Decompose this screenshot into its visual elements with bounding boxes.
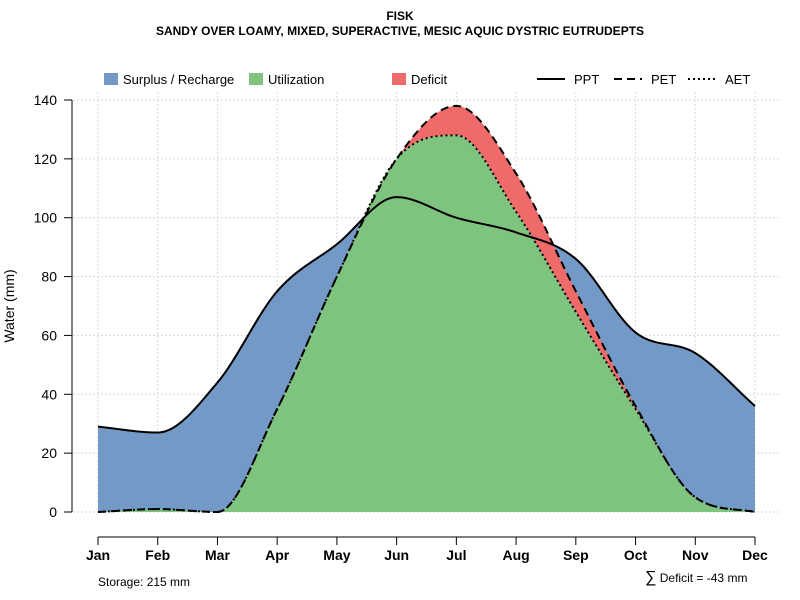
legend-swatch-utilization xyxy=(249,73,263,85)
aet-line xyxy=(97,134,756,514)
y-axis: 0 20 40 60 80 100 120 140 Water (mm) xyxy=(1,92,73,520)
chart-subtitle: SANDY OVER LOAMY, MIXED, SUPERACTIVE, ME… xyxy=(155,24,645,38)
x-tick-label-apr: Apr xyxy=(265,547,290,563)
legend-label-pet: PET xyxy=(651,72,676,87)
x-tick-label-may: May xyxy=(323,547,350,563)
chart-title: FISK xyxy=(386,9,414,23)
legend-label-deficit: Deficit xyxy=(411,72,448,87)
y-tick-label: 0 xyxy=(49,504,57,520)
deficit-sum-label: ∑ Deficit = -43 mm xyxy=(645,569,747,587)
x-axis: Jan Feb Mar Apr May Jun Jul Aug Sep Oct Nov Dec xyxy=(86,536,768,563)
x-tick-label-jan: Jan xyxy=(86,547,110,563)
storage-label: Storage: 215 mm xyxy=(98,575,191,589)
x-tick-label-jun: Jun xyxy=(384,547,409,563)
legend: Surplus / Recharge Utilization Deficit PPT P… xyxy=(104,72,750,87)
y-tick-label: 120 xyxy=(34,151,58,167)
legend-label-ppt: PPT xyxy=(574,72,599,87)
legend-label-surplus-recharge: Surplus / Recharge xyxy=(123,72,234,87)
utilization-area xyxy=(98,135,755,512)
x-tick-label-mar: Mar xyxy=(205,547,230,563)
x-tick-label-oct: Oct xyxy=(624,547,648,563)
x-tick-label-dec: Dec xyxy=(742,547,768,563)
x-tick-label-aug: Aug xyxy=(502,547,529,563)
y-tick-label: 80 xyxy=(41,269,57,285)
y-tick-label: 40 xyxy=(41,386,57,402)
deficit-value: Deficit = -43 mm xyxy=(659,571,748,585)
y-tick-label: 60 xyxy=(41,327,57,343)
x-tick-label-sep: Sep xyxy=(563,547,589,563)
legend-swatch-deficit xyxy=(392,73,406,85)
sigma-symbol: ∑ xyxy=(645,569,657,586)
y-tick-label: 20 xyxy=(41,445,57,461)
legend-label-aet: AET xyxy=(725,72,750,87)
x-tick-label-feb: Feb xyxy=(145,547,170,563)
x-tick-label-nov: Nov xyxy=(682,547,709,563)
ppt-line xyxy=(97,196,756,434)
y-tick-label: 140 xyxy=(34,92,58,108)
pet-line xyxy=(97,104,756,514)
y-tick-label: 100 xyxy=(34,210,58,226)
legend-swatch-surplus-recharge xyxy=(104,73,118,85)
legend-label-utilization: Utilization xyxy=(268,72,324,87)
x-tick-label-jul: Jul xyxy=(446,547,466,563)
y-axis-label: Water (mm) xyxy=(1,269,17,342)
